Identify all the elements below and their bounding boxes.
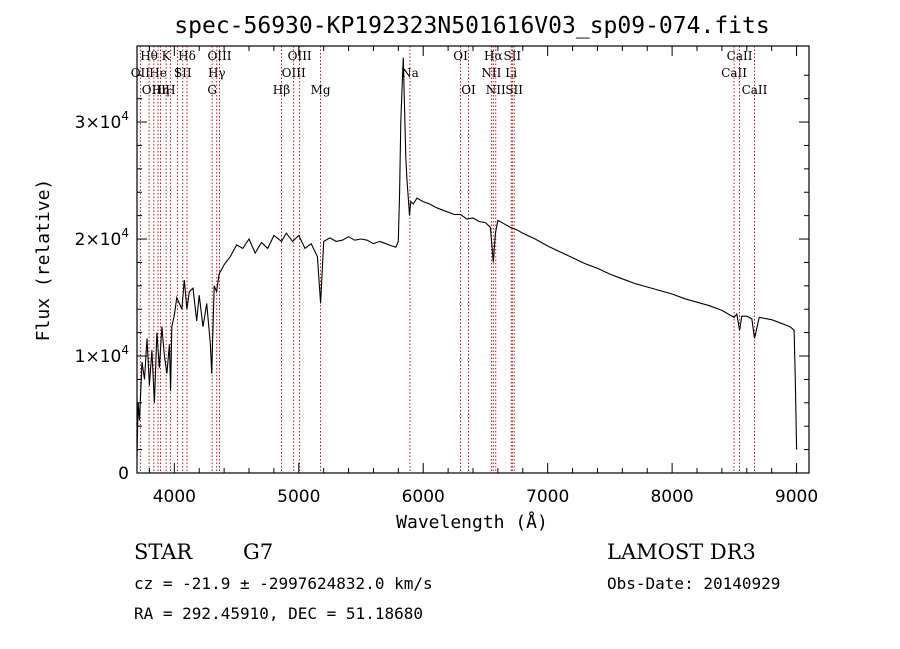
chart-title: spec-56930-KP192323N501616V03_sp09-074.f… [174,13,769,39]
line-marker-label-18: OI [453,49,468,63]
line-marker-label-2: OIII [142,83,166,97]
line-marker-label-21: Hα [484,49,503,63]
line-marker-label-20: NII [481,66,501,80]
x-tick-label-4: 8000 [650,487,693,507]
line-marker-label-28: CaII [742,83,768,97]
line-marker-label-4: Hη [152,83,170,97]
plot-frame [136,45,810,474]
line-marker-label-12: OIII [207,49,231,63]
y-axis: 0 1×104 2×104 3×104 [75,74,809,484]
y-tick-label-0: 0 [118,464,129,484]
subclass: G7 [243,540,273,564]
line-marker-label-27: CaII [727,49,753,63]
cz-value: cz = -21.9 ± -2997624832.0 km/s [134,574,433,593]
y-tick-label-2: 2×104 [75,226,129,250]
line-marker-label-24: SII [503,49,521,63]
line-marker-label-13: Hβ [273,83,290,97]
obs-date: Obs-Date: 20140929 [607,574,780,593]
line-marker-label-23: Li [505,66,517,80]
y-tick-label-1: 1×104 [75,343,129,367]
line-marker-label-11: Hγ [208,66,226,80]
x-tick-label-1: 5000 [277,487,320,507]
x-tick-label-3: 7000 [526,487,569,507]
line-markers: OIIHθOIIIHeHηKHISIIHδGHγOIIIHβOIIIOIIIMg… [131,46,768,473]
y-axis-label: Flux (relative) [33,179,54,342]
line-marker-label-7: I [175,66,180,80]
line-marker-label-25: SII [505,83,523,97]
line-marker-label-9: Hδ [178,49,196,63]
line-marker-label-15: OIII [288,49,312,63]
line-marker-label-5: K [162,49,172,63]
x-tick-label-2: 6000 [402,487,445,507]
line-marker-label-22: NII [486,83,506,97]
y-tick-label-3: 3×104 [75,109,129,133]
x-axis-label: Wavelength (Å) [396,511,548,533]
x-axis: 4000 5000 6000 7000 8000 9000 [148,46,818,507]
line-marker-label-19: OI [461,83,476,97]
survey-name: LAMOST DR3 [607,540,756,564]
line-marker-label-0: OII [131,66,151,80]
ra-dec: RA = 292.45910, DEC = 51.18680 [134,604,423,623]
line-marker-label-3: He [149,66,167,80]
line-marker-label-14: OIII [282,66,306,80]
line-marker-label-6: H [165,83,175,97]
line-marker-label-1: Hθ [140,49,158,63]
line-marker-label-16: Mg [311,83,331,97]
line-marker-label-10: G [207,83,217,97]
object-class: STAR [134,540,193,564]
x-tick-label-0: 4000 [153,487,196,507]
spectrum-line [136,57,798,456]
line-marker-label-26: CaII [721,66,747,80]
line-marker-label-8: SII [174,66,192,80]
line-marker-label-17: Na [401,66,419,80]
x-tick-label-5: 9000 [775,487,818,507]
